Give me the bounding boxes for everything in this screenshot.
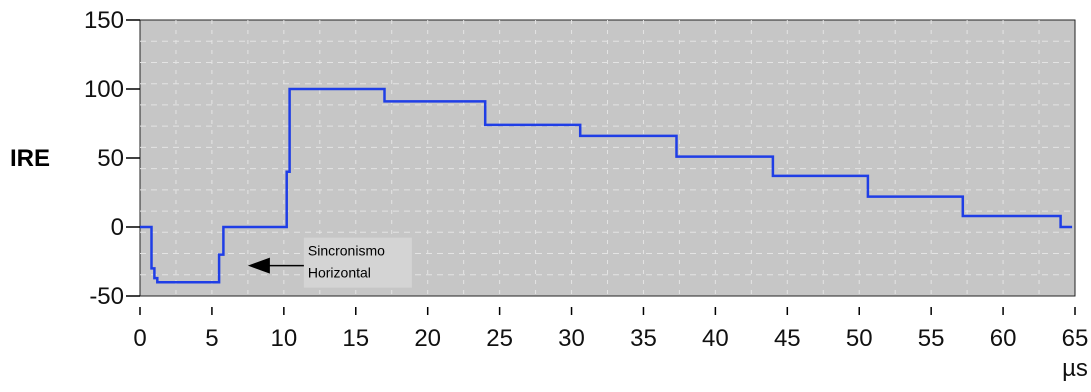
y-tick-label: -50 [89,283,124,310]
x-tick-label: 20 [414,325,441,352]
y-tick-label: 150 [84,7,124,34]
x-tick-label: 40 [702,325,729,352]
y-tick-label: 100 [84,76,124,103]
x-tick-label: 45 [774,325,801,352]
x-tick-label: 65 [1062,325,1089,352]
annotation-text-line2: Horizontal [308,265,371,281]
x-tick-label: 0 [133,325,146,352]
x-tick-label: 60 [990,325,1017,352]
ire-signal-line [140,87,1073,284]
x-tick-label: 10 [270,325,297,352]
y-axis-title: IRE [10,145,50,172]
y-tick-label: 50 [97,145,124,172]
y-tick-label: 0 [111,214,124,241]
x-tick-label: 25 [486,325,513,352]
annotation-text-line1: Sincronismo [308,243,385,259]
x-tick-label: 5 [205,325,218,352]
axes [126,19,1076,315]
x-tick-label: 30 [558,325,585,352]
x-tick-label: 35 [630,325,657,352]
x-tick-label: 15 [342,325,369,352]
annotation-arrowhead-icon [247,257,270,274]
x-tick-label: 50 [846,325,873,352]
annotation-layer: Sincronismo Horizontal [247,237,412,288]
series-layer [140,87,1073,284]
label-layer: -50 0 50 100 150 0 5 10 15 20 25 30 35 40 45 50 55 60 65 IR… [10,7,1088,382]
annotation-box [303,237,412,288]
x-unit-label: µs [1062,355,1088,382]
x-tick-label: 55 [918,325,945,352]
